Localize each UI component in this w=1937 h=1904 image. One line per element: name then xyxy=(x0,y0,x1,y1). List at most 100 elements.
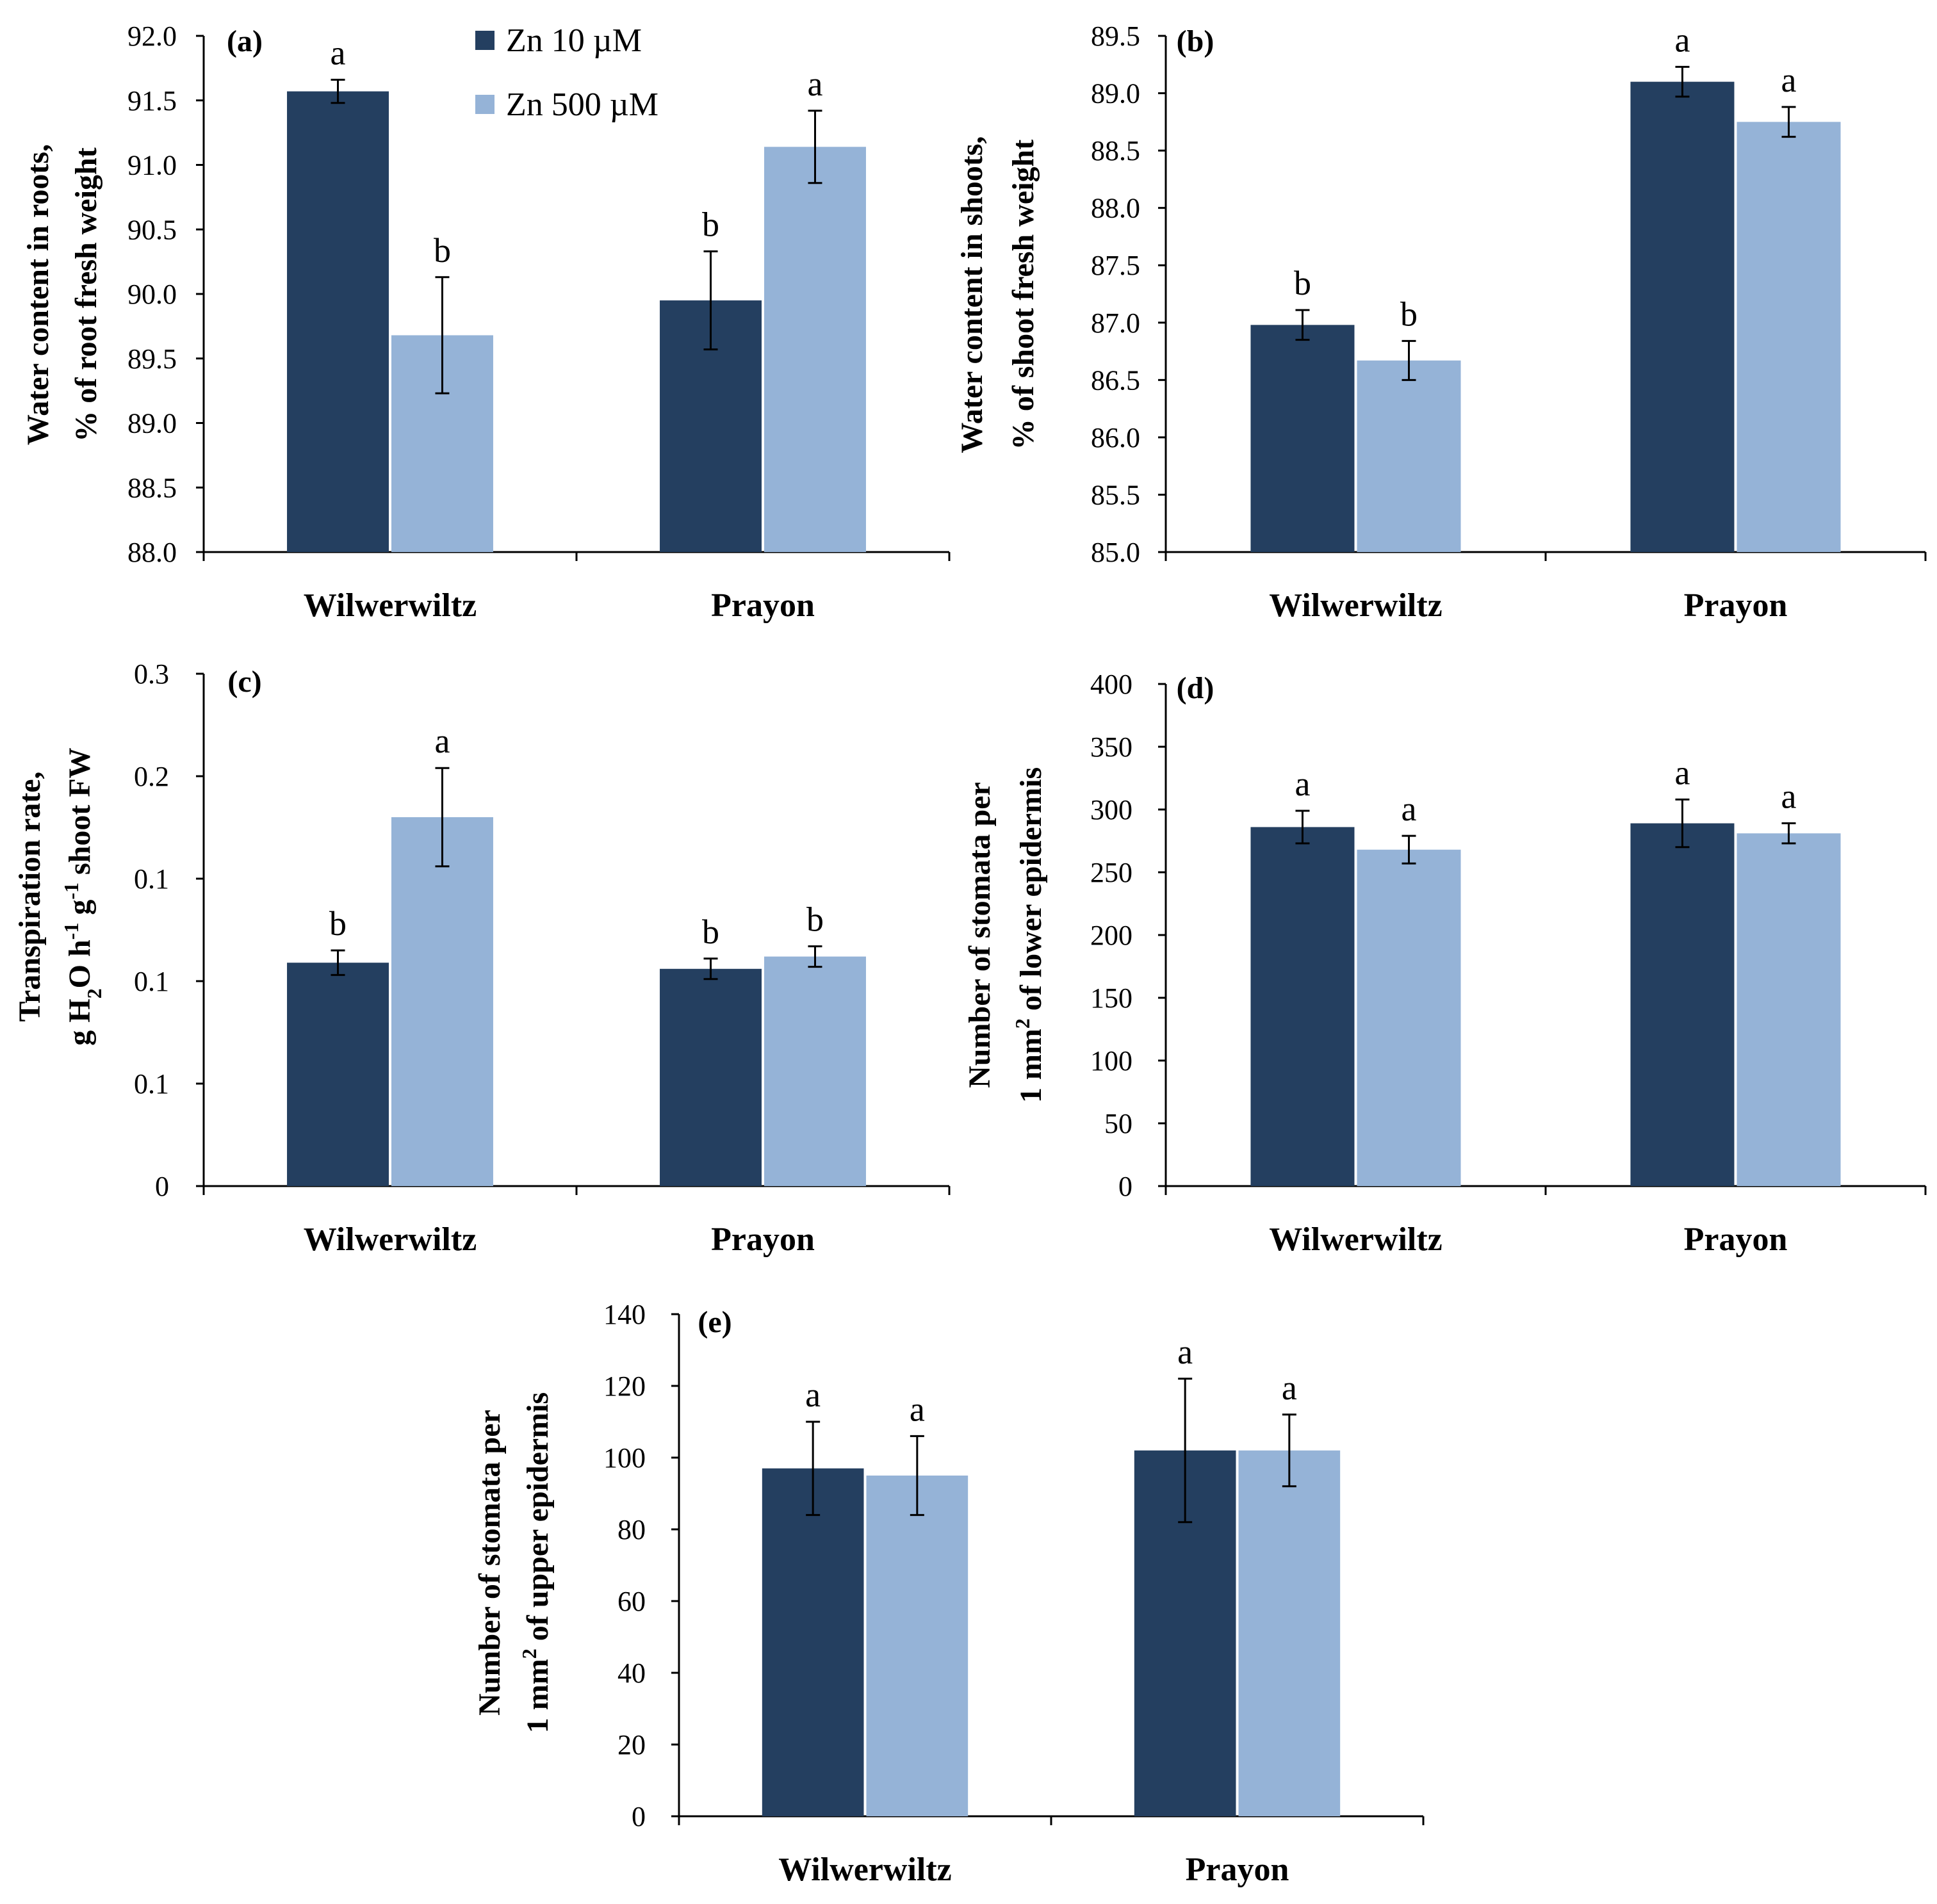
y-tick-label: 0.2 xyxy=(134,761,169,792)
y-axis-label: 1 mm2 of lower epidermis xyxy=(1011,767,1048,1103)
significance-letter: a xyxy=(807,65,822,103)
y-tick-label: 0.1 xyxy=(134,966,169,997)
y-axis-label-part: of lower epidermis xyxy=(1014,767,1048,1018)
significance-letter: a xyxy=(1282,1369,1297,1407)
y-axis-label-part: g xyxy=(63,900,97,923)
category-label: Wilwerwiltz xyxy=(1269,587,1443,624)
y-axis-label-part: shoot FW xyxy=(63,747,97,883)
y-tick-label: 0 xyxy=(632,1801,646,1832)
y-axis-label: % of shoot fresh weight xyxy=(1006,140,1040,450)
y-tick-label: 0 xyxy=(155,1171,169,1202)
y-tick-label: 88.5 xyxy=(127,472,177,503)
y-axis-label-part: of upper epidermis xyxy=(521,1392,555,1648)
category-label: Wilwerwiltz xyxy=(1269,1221,1443,1258)
significance-letter: b xyxy=(329,904,347,943)
bar-wilwerwiltz-zn500 xyxy=(866,1476,968,1816)
significance-letter: b xyxy=(434,231,451,270)
bar-wilwerwiltz-zn500 xyxy=(1357,360,1461,552)
significance-letter: a xyxy=(1402,790,1417,828)
y-axis-label-part: 2 xyxy=(1011,1018,1034,1029)
y-tick-label: 150 xyxy=(1090,982,1132,1014)
y-tick-label: 20 xyxy=(617,1729,646,1761)
category-label: Prayon xyxy=(1684,1221,1788,1258)
legend: Zn 10 µM Zn 500 µM xyxy=(475,22,658,123)
y-axis-label-part: O h xyxy=(63,940,97,988)
bar-prayon-zn10 xyxy=(1630,81,1735,552)
y-tick-label: 400 xyxy=(1090,669,1132,700)
significance-letter: a xyxy=(331,34,346,72)
y-tick-label: 0.3 xyxy=(134,658,169,690)
y-axis-label-part: 1 mm xyxy=(1014,1029,1048,1103)
panel-tag: (b) xyxy=(1177,24,1214,58)
bar-prayon-zn500 xyxy=(1737,833,1841,1186)
bar-prayon-zn10 xyxy=(660,968,762,1186)
y-tick-label: 40 xyxy=(617,1657,646,1689)
y-tick-label: 86.0 xyxy=(1091,422,1140,453)
legend-swatch-zn10 xyxy=(475,31,494,50)
y-tick-label: 90.5 xyxy=(127,214,177,245)
y-axis-label: Water content in shoots, xyxy=(955,136,989,453)
category-label: Prayon xyxy=(711,587,815,624)
y-axis-label: g H2O h-1 g-1 shoot FW xyxy=(60,747,106,1045)
y-tick-label: 120 xyxy=(603,1371,646,1402)
category-label: Prayon xyxy=(1684,587,1788,624)
y-tick-label: 85.0 xyxy=(1091,537,1140,568)
panel-d: 0 50 100 150 200 250 300 350 400 a a Wilwerwiltz a a P… xyxy=(963,669,1927,1258)
y-tick-label: 92.0 xyxy=(127,20,177,52)
y-tick-label: 89.0 xyxy=(1091,78,1140,110)
significance-letter: a xyxy=(805,1376,821,1414)
category-label: Wilwerwiltz xyxy=(304,1221,477,1258)
panel-tag: (a) xyxy=(227,24,263,58)
panel-tag: (e) xyxy=(698,1305,731,1339)
y-tick-label: 80 xyxy=(617,1514,646,1545)
y-tick-label: 89.5 xyxy=(127,343,177,375)
bar-wilwerwiltz-zn500 xyxy=(391,817,493,1186)
y-axis-label: Transpiration rate, xyxy=(13,771,47,1021)
bar-prayon-zn10 xyxy=(1630,823,1735,1186)
y-tick-label: 88.0 xyxy=(127,537,177,568)
significance-letter: b xyxy=(702,913,719,951)
y-tick-label: 250 xyxy=(1090,857,1132,888)
bar-prayon-zn500 xyxy=(1238,1450,1341,1816)
y-axis-label: Water content in roots, xyxy=(21,144,55,445)
y-tick-label: 85.5 xyxy=(1091,479,1140,510)
bar-wilwerwiltz-zn10 xyxy=(762,1468,864,1816)
y-tick-label: 300 xyxy=(1090,794,1132,826)
y-tick-label: 100 xyxy=(1090,1045,1132,1077)
panel-a: 88.0 88.5 89.0 89.5 90.0 90.5 91.0 91.5 92.0 a b Wi… xyxy=(21,20,951,624)
y-tick-label: 88.5 xyxy=(1091,135,1140,167)
y-tick-label: 87.0 xyxy=(1091,307,1140,339)
significance-letter: a xyxy=(1177,1333,1193,1371)
legend-label-zn500: Zn 500 µM xyxy=(506,86,658,123)
category-label: Wilwerwiltz xyxy=(778,1851,952,1888)
y-tick-label: 50 xyxy=(1104,1108,1132,1139)
significance-letter: b xyxy=(1294,264,1311,302)
significance-letter: a xyxy=(1295,765,1310,803)
y-tick-label: 0.1 xyxy=(134,863,169,895)
category-label: Prayon xyxy=(711,1221,815,1258)
y-tick-label: 89.5 xyxy=(1091,20,1140,52)
y-tick-label: 87.5 xyxy=(1091,250,1140,281)
category-label: Prayon xyxy=(1186,1851,1289,1888)
y-tick-label: 60 xyxy=(617,1586,646,1617)
y-axis-label-part: 2 xyxy=(83,988,106,998)
significance-letter: a xyxy=(434,722,450,760)
bar-wilwerwiltz-zn10 xyxy=(1250,325,1355,552)
y-axis-label: Number of stomata per xyxy=(473,1410,507,1716)
y-tick-label: 91.5 xyxy=(127,85,177,117)
y-axis-label: Number of stomata per xyxy=(963,782,997,1088)
bar-wilwerwiltz-zn10 xyxy=(287,963,389,1186)
significance-letter: a xyxy=(910,1390,925,1428)
bar-prayon-zn500 xyxy=(764,956,866,1186)
significance-letter: a xyxy=(1674,753,1690,792)
significance-letter: a xyxy=(1781,777,1797,816)
y-axis-label-part: 1 mm xyxy=(521,1659,555,1733)
y-tick-label: 88.0 xyxy=(1091,193,1140,224)
y-axis-label-part: -1 xyxy=(60,883,83,900)
bar-prayon-zn500 xyxy=(764,147,866,553)
y-tick-label: 86.5 xyxy=(1091,364,1140,396)
y-axis-label-part: -1 xyxy=(60,923,83,940)
legend-label-zn10: Zn 10 µM xyxy=(506,22,642,59)
